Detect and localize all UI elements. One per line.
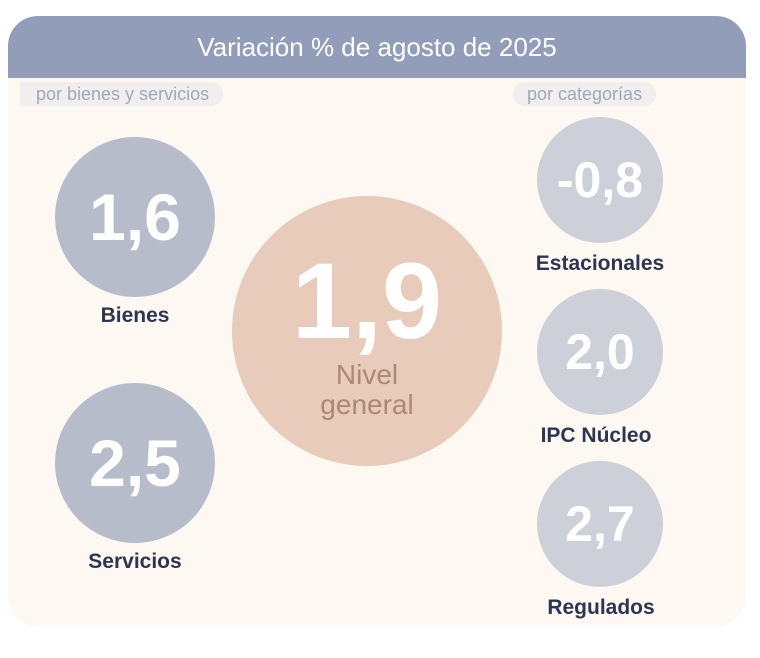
estacionales-label: Estacionales <box>535 252 665 275</box>
categories-tag: por categorías <box>513 82 657 106</box>
general-label-line1: Nivel <box>335 359 399 390</box>
bienes-label: Bienes <box>100 304 170 327</box>
regulados-value: 2,7 <box>537 461 663 587</box>
servicios-label: Servicios <box>88 550 182 573</box>
general-value: 1,9 <box>291 240 443 361</box>
card-title: Variación % de agosto de 2025 <box>8 16 746 78</box>
estacionales-value: -0,8 <box>537 117 663 243</box>
servicios-value: 2,5 <box>55 383 215 543</box>
bienes-value: 1,6 <box>55 137 215 297</box>
regulados-label: Regulados <box>547 596 655 619</box>
general-label-line2: general <box>320 389 414 420</box>
general-label: Nivel general <box>320 360 413 420</box>
nivel-general-circle: 1,9 Nivel general <box>232 196 502 466</box>
nucleo-label: IPC Núcleo <box>540 424 652 447</box>
goods-services-tag: por bienes y servicios <box>20 82 224 106</box>
nucleo-value: 2,0 <box>537 289 663 415</box>
